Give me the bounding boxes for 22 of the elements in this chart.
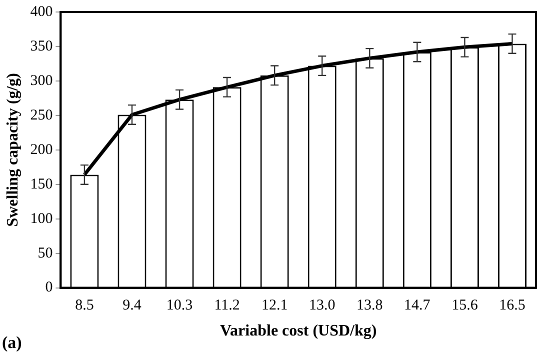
text: (a) (2, 333, 22, 353)
y-tick-label: 50 (38, 245, 53, 262)
x-tick-label: 11.2 (214, 298, 240, 314)
y-tick-label: 350 (30, 38, 53, 54)
y-tick-label: 400 (30, 4, 53, 20)
y-tick-label: 150 (30, 176, 53, 192)
x-tick-label: 15.6 (452, 298, 478, 314)
x-tick-label: 13.0 (308, 298, 336, 314)
y-tick-label: 300 (30, 72, 53, 89)
x-axis-title: Variable cost (USD/kg) (220, 322, 377, 340)
x-tick-label: 14.7 (404, 298, 431, 314)
y-tick-label: 250 (30, 107, 53, 124)
y-tick-label: 200 (30, 142, 53, 158)
x-tick-label: 16.5 (499, 298, 526, 314)
y-axis-title: Swelling capacity (g/g) (4, 73, 22, 227)
x-tick-label: 9.4 (122, 298, 142, 314)
x-tick-label: 8.5 (75, 298, 94, 314)
y-tick-label: 0 (45, 280, 53, 296)
x-tick-label: 12.1 (261, 298, 288, 314)
y-tick-label: 100 (30, 210, 53, 227)
x-tick-label: 10.3 (166, 298, 193, 314)
x-tick-label: 13.8 (356, 298, 383, 314)
